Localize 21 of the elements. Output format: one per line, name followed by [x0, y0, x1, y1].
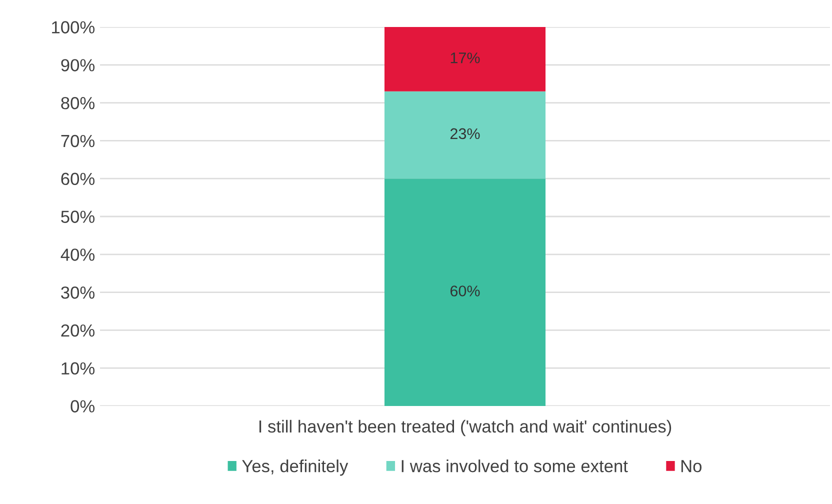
legend-label: Yes, definitely [242, 460, 348, 476]
legend-label: I was involved to some extent [402, 460, 628, 472]
y-tick-label: 40% [60, 248, 95, 261]
bar [384, 27, 546, 92]
y-tick-label: 70% [61, 134, 95, 148]
y-tick-label: 50% [61, 210, 95, 223]
y-tick-label: 30% [61, 286, 95, 299]
y-tick-label: 0% [70, 400, 95, 412]
data-label: 60% [450, 286, 480, 296]
data-label: 23% [450, 128, 480, 140]
bar [384, 178, 546, 406]
y-tick-label: 20% [61, 324, 95, 337]
y-tick-label: 100% [52, 21, 95, 34]
y-tick-label: 90% [61, 59, 95, 72]
legend-label: No [681, 460, 702, 472]
y-tick-label: 80% [61, 96, 95, 110]
x-tick-label: I still haven't been treated ('watch and wait' continues) [259, 420, 672, 436]
bar [384, 91, 546, 179]
y-tick-label: 60% [61, 172, 95, 186]
data-label: 17% [450, 52, 480, 64]
y-tick-label: 10% [62, 362, 95, 375]
